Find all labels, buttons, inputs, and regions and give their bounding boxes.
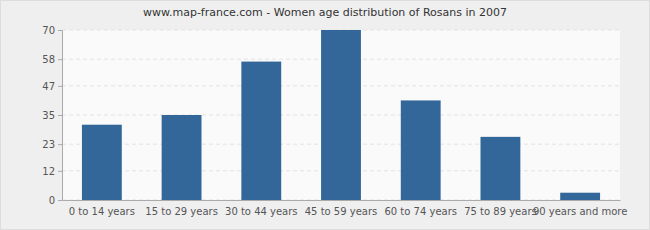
tick-mark [58,171,62,172]
tick-label: 30 to 44 years [225,206,298,217]
tick-label: 60 to 74 years [384,206,457,217]
tick-label: 47 [42,81,55,92]
grid [62,30,620,200]
tick-mark [58,200,62,201]
tick-mark [58,115,62,116]
tick: 23 [42,139,62,150]
tick-mark [58,30,62,31]
tick-label: 90 years and more [533,206,628,217]
bar [241,62,281,200]
x-axis-line [63,200,621,201]
title: www.map-france.com - Women age distribut… [143,6,507,19]
tick: 60 to 74 years [384,200,457,217]
bar [82,125,122,200]
tick: 47 [42,81,62,92]
bar [481,137,521,200]
bar [560,193,600,200]
tick-label: 0 [49,195,55,206]
y-axis-line [58,31,63,201]
tick-label: 58 [42,54,55,65]
tick-label: 35 [42,110,55,121]
tick-label: 75 to 89 years [464,206,537,217]
tick: 45 to 59 years [305,200,378,217]
tick: 0 to 14 years [69,200,135,217]
tick-mark [58,144,62,145]
bar [162,115,202,200]
tick: 15 to 29 years [145,200,218,217]
tick-mark [58,86,62,87]
tick: 90 years and more [533,200,628,217]
tick: 58 [42,54,62,65]
y-axis: 0 12 23 35 47 58 70 [42,25,62,206]
tick: 35 [42,110,62,121]
tick-mark [58,59,62,60]
x-axis: 0 to 14 years 15 to 29 years 30 to 44 year… [63,200,628,217]
plot-area [62,30,620,200]
bars [82,30,600,200]
tick: 70 [42,25,62,36]
plot: 0 12 23 35 47 58 70 0 to 14 years 15 to 29 years… [42,25,627,217]
tick-label: 23 [42,139,55,150]
tick-label: 70 [42,25,55,36]
bar [321,30,361,200]
bar [401,100,441,200]
tick: 75 to 89 years [464,200,537,217]
tick: 0 [49,195,62,206]
tick: 12 [42,166,62,177]
tick-label: 15 to 29 years [145,206,218,217]
tick-label: 12 [42,166,55,177]
tick-label: 0 to 14 years [69,206,135,217]
tick: 30 to 44 years [225,200,298,217]
background [1,1,650,230]
chart: 0 12 23 35 47 58 70 0 to 14 years 15 to 29 years… [0,0,650,230]
tick-label: 45 to 59 years [305,206,378,217]
